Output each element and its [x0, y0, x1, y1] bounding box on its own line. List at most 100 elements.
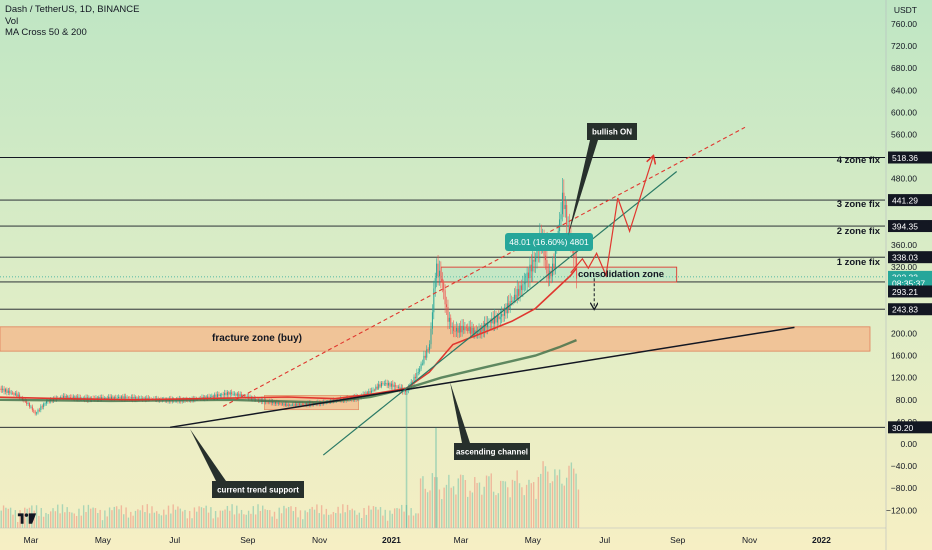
- price-label[interactable]: 30.20: [892, 423, 914, 433]
- candle-body: [98, 396, 100, 400]
- fracture-zone[interactable]: [0, 326, 871, 352]
- candle-body: [310, 402, 312, 405]
- candle-body: [132, 397, 134, 400]
- candle-body: [499, 316, 501, 320]
- candle-body: [479, 329, 481, 333]
- volume-bar: [167, 505, 170, 528]
- candle-body: [12, 392, 14, 394]
- candle-body: [273, 401, 275, 404]
- volume-bar: [205, 505, 207, 528]
- candle-body: [70, 397, 72, 398]
- volume-bar: [254, 514, 257, 528]
- price-label[interactable]: 518.36: [892, 153, 918, 163]
- volume-bar: [363, 508, 365, 528]
- volume-bar: [375, 506, 377, 528]
- candle-body: [427, 349, 429, 351]
- volume-bar: [499, 480, 502, 528]
- candle-body: [522, 284, 524, 291]
- volume-bar: [236, 505, 238, 528]
- volume-bar: [462, 475, 464, 528]
- candle-body: [525, 282, 527, 284]
- price-label[interactable]: 338.03: [892, 253, 918, 263]
- candle-body: [27, 403, 29, 405]
- volume-bar: [17, 522, 19, 528]
- volume-bar: [104, 510, 106, 528]
- channel-lower-line[interactable]: [322, 171, 678, 456]
- zone-3-label: 3 zone fix: [837, 199, 881, 210]
- candle-body: [103, 398, 105, 399]
- price-label-box: [888, 285, 932, 298]
- volume-bar: [127, 517, 130, 528]
- volume-bar: [424, 488, 426, 528]
- volume-bar: [393, 508, 396, 528]
- volume-bar: [240, 509, 243, 528]
- volume-bar: [123, 514, 125, 528]
- projection-path[interactable]: [570, 157, 653, 278]
- price-label[interactable]: 293.21: [892, 287, 918, 297]
- candle-body: [365, 392, 367, 396]
- candle-body: [79, 397, 81, 399]
- volume-bar: [115, 506, 118, 528]
- support-trend-line[interactable]: [170, 326, 795, 429]
- candle-body: [119, 396, 121, 399]
- candle-body: [205, 396, 207, 399]
- volume-bar: [349, 510, 351, 528]
- price-tick-label: 200.00: [891, 328, 917, 338]
- volume-bar: [323, 514, 325, 528]
- candle-body: [246, 396, 248, 398]
- tradingview-logo-icon: [17, 513, 37, 524]
- ascending-channel-callout[interactable]: ascending channel: [450, 382, 530, 460]
- price-label[interactable]: 243.83: [892, 305, 918, 315]
- volume-bar: [405, 391, 408, 528]
- candle-body: [109, 396, 111, 400]
- volume-bar: [436, 477, 438, 528]
- candle-body: [458, 325, 460, 333]
- volume-bar: [544, 466, 547, 528]
- volume-bar: [532, 482, 535, 528]
- ma-cross-indicator-label[interactable]: MA Cross 50 & 200: [5, 27, 87, 38]
- price-label[interactable]: 394.35: [892, 222, 918, 232]
- price-label[interactable]: 08:35:37: [892, 278, 925, 288]
- candle-body: [460, 325, 462, 333]
- candle-body: [455, 327, 457, 332]
- candle-body: [498, 315, 500, 320]
- candle-body: [41, 406, 43, 408]
- candle-body: [434, 278, 436, 289]
- ma-50-line[interactable]: [0, 267, 578, 401]
- candle-body: [116, 398, 118, 399]
- candle-body: [494, 315, 496, 324]
- price-tick-label: 600.00: [891, 107, 917, 117]
- candle-body: [474, 330, 476, 335]
- volume-bar: [558, 469, 561, 528]
- volume-bar: [61, 504, 64, 528]
- volume-bar: [391, 513, 394, 528]
- channel-upper-line[interactable]: [222, 126, 746, 407]
- candle-body: [34, 411, 36, 414]
- symbol-title[interactable]: Dash / TetherUS, 1D, BINANCE: [5, 4, 140, 15]
- time-tick-label: Sep: [670, 535, 685, 545]
- candle-body: [300, 403, 302, 406]
- candle-body: [218, 394, 220, 396]
- volume-bar: [94, 508, 97, 528]
- candle-body: [123, 396, 125, 399]
- candle-body: [31, 406, 33, 411]
- volume-bar: [327, 514, 330, 528]
- support-callout[interactable]: current trend support: [190, 429, 304, 498]
- volume-bar: [47, 514, 50, 528]
- volume-indicator-label[interactable]: Vol: [5, 15, 19, 27]
- candle-body: [10, 392, 12, 394]
- candle-body: [431, 312, 433, 329]
- volume-bar: [417, 513, 419, 528]
- candle-body: [392, 383, 394, 387]
- candle-body: [228, 392, 230, 395]
- price-label[interactable]: 441.29: [892, 196, 918, 206]
- volume-bar: [285, 508, 287, 528]
- candle-body: [561, 192, 563, 215]
- volume-bar: [434, 477, 436, 528]
- bullish-callout[interactable]: bullish ON: [568, 123, 637, 236]
- volume-bar: [217, 517, 219, 528]
- volume-bar: [320, 505, 323, 528]
- volume-bar: [302, 519, 304, 528]
